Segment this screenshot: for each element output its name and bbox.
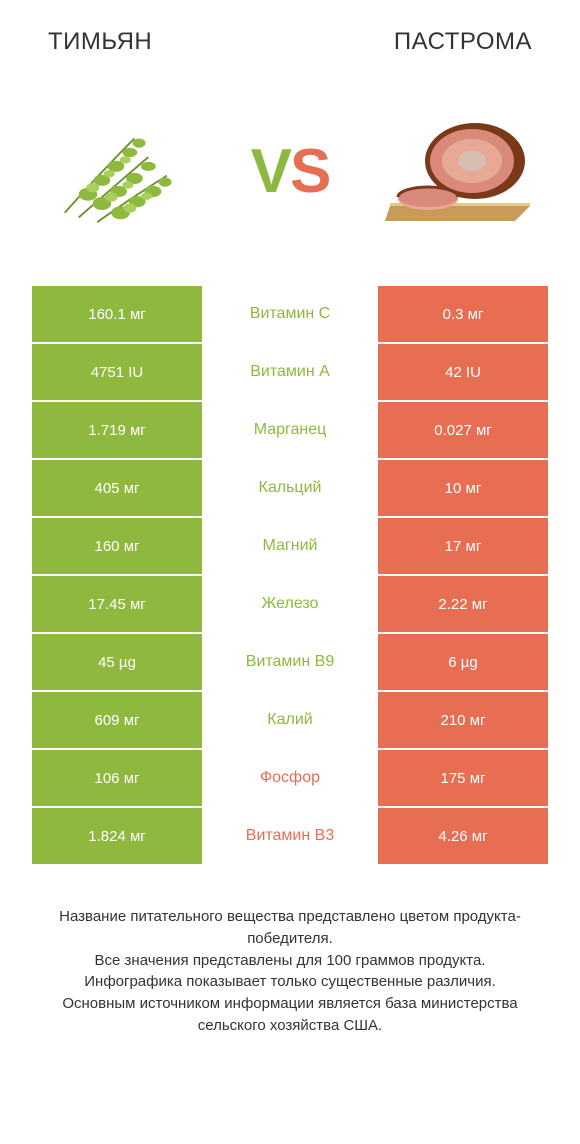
right-value: 10 мг [378,460,548,516]
footnote-line: Все значения представлены для 100 граммо… [28,950,552,972]
table-row: 45 µgВитамин B96 µg [32,634,548,692]
table-row: 4751 IUВитамин A42 IU [32,344,548,402]
right-value: 2.22 мг [378,576,548,632]
table-row: 1.719 мгМарганец0.027 мг [32,402,548,460]
left-value: 1.824 мг [32,808,202,864]
table-row: 1.824 мгВитамин B34.26 мг [32,808,548,866]
table-row: 405 мгКальций10 мг [32,460,548,518]
right-value: 0.027 мг [378,402,548,458]
footnote: Название питательного вещества представл… [0,866,580,1037]
nutrient-name: Калий [202,692,378,748]
table-row: 106 мгФосфор175 мг [32,750,548,808]
left-value: 405 мг [32,460,202,516]
left-value: 45 µg [32,634,202,690]
nutrient-name: Железо [202,576,378,632]
nutrient-name: Витамин A [202,344,378,400]
nutrient-name: Фосфор [202,750,378,806]
thyme-image [40,101,200,241]
left-value: 609 мг [32,692,202,748]
table-row: 609 мгКалий210 мг [32,692,548,750]
vs-s: S [290,137,329,206]
right-value: 4.26 мг [378,808,548,864]
left-value: 1.719 мг [32,402,202,458]
left-value: 160 мг [32,518,202,574]
left-value: 106 мг [32,750,202,806]
right-product-title: ПАСТРОМА [394,28,532,56]
nutrient-name: Витамин C [202,286,378,342]
right-value: 175 мг [378,750,548,806]
pastrami-icon [380,111,540,231]
left-product-title: ТИМЬЯН [48,28,152,56]
vs-label: VS [251,136,330,207]
footnote-line: Название питательного вещества представл… [28,906,552,950]
nutrient-name: Витамин B9 [202,634,378,690]
left-value: 17.45 мг [32,576,202,632]
nutrient-name: Марганец [202,402,378,458]
right-value: 6 µg [378,634,548,690]
table-row: 160.1 мгВитамин C0.3 мг [32,286,548,344]
left-value: 4751 IU [32,344,202,400]
pastrami-image [380,101,540,241]
left-value: 160.1 мг [32,286,202,342]
right-value: 210 мг [378,692,548,748]
thyme-icon [43,106,198,236]
right-value: 0.3 мг [378,286,548,342]
right-value: 17 мг [378,518,548,574]
hero-row: VS [0,66,580,286]
footnote-line: Основным источником информации является … [28,993,552,1037]
nutrient-name: Магний [202,518,378,574]
table-row: 17.45 мгЖелезо2.22 мг [32,576,548,634]
vs-v: V [251,137,290,206]
nutrient-name: Витамин B3 [202,808,378,864]
footnote-line: Инфографика показывает только существенн… [28,971,552,993]
comparison-table: 160.1 мгВитамин C0.3 мг4751 IUВитамин A4… [0,286,580,866]
header: ТИМЬЯН ПАСТРОМА [0,0,580,66]
right-value: 42 IU [378,344,548,400]
table-row: 160 мгМагний17 мг [32,518,548,576]
nutrient-name: Кальций [202,460,378,516]
